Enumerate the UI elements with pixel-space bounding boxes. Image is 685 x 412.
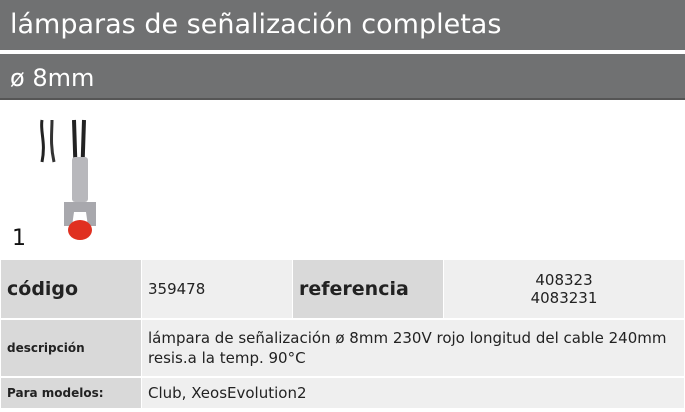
product-image [40, 119, 96, 240]
models-label: Para modelos: [0, 376, 142, 409]
title: lámparas de señalización completas [0, 0, 685, 50]
subtitle: ø 8mm [0, 54, 685, 100]
reference: 408323 [535, 271, 593, 289]
description-label: descripción [0, 318, 142, 378]
models: Club, XeosEvolution2 [141, 376, 685, 409]
code-label: código [0, 258, 142, 320]
references: 408323 4083231 [443, 258, 685, 320]
code: 359478 [141, 258, 293, 320]
image-label: 1 [12, 226, 26, 251]
reference: 4083231 [530, 289, 598, 307]
spec-table: código 359478 referencia 408323 4083231 … [0, 258, 685, 409]
reference-label: referencia [292, 258, 444, 320]
description: lámpara de señalización ø 8mm 230V rojo … [141, 318, 685, 378]
